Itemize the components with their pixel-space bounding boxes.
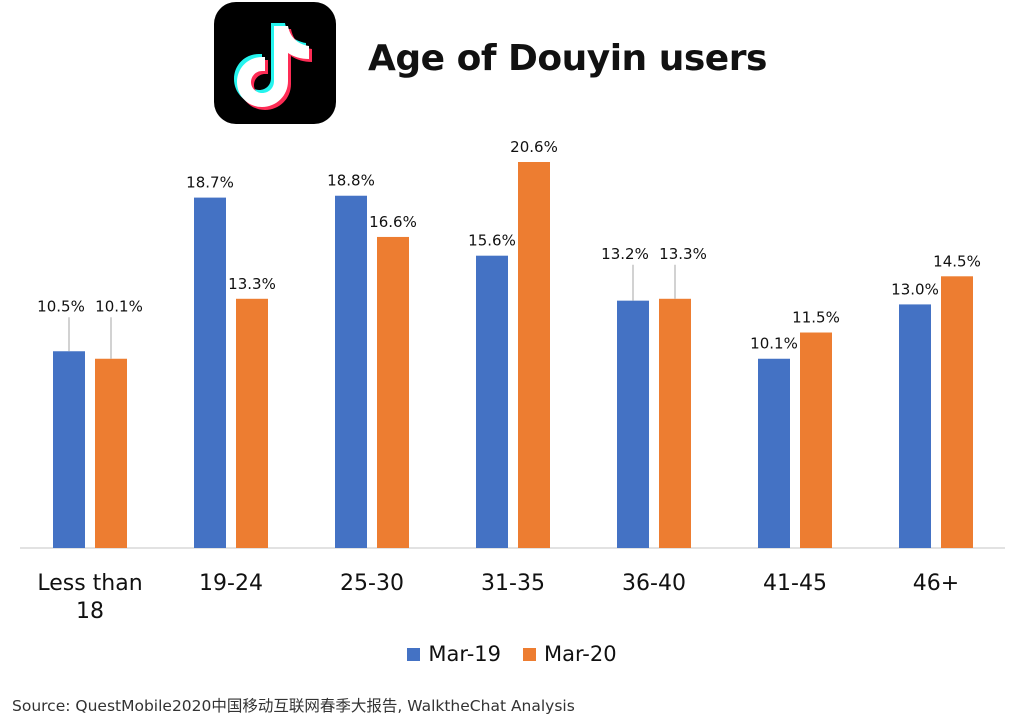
bar-mar20 bbox=[800, 332, 832, 548]
bar-mar19 bbox=[476, 255, 508, 548]
bar-mar20 bbox=[95, 358, 127, 548]
x-tick-label: Less than 18 bbox=[37, 571, 142, 624]
data-label-mar20: 11.5% bbox=[792, 309, 840, 327]
legend-swatch-mar19 bbox=[407, 647, 421, 661]
data-label-mar19: 10.5% bbox=[37, 297, 85, 315]
data-label-mar20: 13.3% bbox=[228, 275, 276, 293]
bar-chart: Less than 18 10.5% 10.1% 19-24 18.7% 13.3% 25-3… bbox=[20, 138, 1005, 624]
chart-legend: Mar-19 Mar-20 bbox=[0, 642, 1024, 666]
bar-mar19 bbox=[758, 358, 790, 548]
chart-title: Age of Douyin users bbox=[368, 38, 767, 79]
legend-label-mar20: Mar-20 bbox=[544, 642, 617, 666]
x-tick-label: 46+ bbox=[913, 571, 959, 596]
data-label-mar20: 14.5% bbox=[933, 252, 981, 270]
x-tick-label: 19-24 bbox=[199, 571, 263, 596]
bar-mar20 bbox=[941, 276, 973, 548]
data-label-mar19: 18.8% bbox=[327, 172, 375, 190]
legend-label-mar19: Mar-19 bbox=[428, 642, 501, 666]
legend-item-mar20: Mar-20 bbox=[523, 642, 617, 666]
data-label-mar19: 13.2% bbox=[601, 245, 649, 263]
data-label-mar19: 10.1% bbox=[750, 335, 798, 353]
legend-item-mar19: Mar-19 bbox=[407, 642, 501, 666]
bar-mar20 bbox=[236, 298, 268, 548]
tiktok-logo-icon bbox=[214, 2, 336, 124]
data-label-mar19: 18.7% bbox=[186, 174, 234, 192]
bar-mar20 bbox=[518, 162, 550, 548]
data-label-mar20: 13.3% bbox=[659, 245, 707, 263]
bar-mar19 bbox=[53, 351, 85, 548]
data-label-mar19: 13.0% bbox=[891, 280, 939, 298]
bar-mar19 bbox=[899, 304, 931, 548]
x-tick-label: 25-30 bbox=[340, 571, 404, 596]
data-label-mar20: 20.6% bbox=[510, 138, 558, 156]
x-tick-label: 31-35 bbox=[481, 571, 545, 596]
legend-swatch-mar20 bbox=[523, 647, 536, 661]
source-note: Source: QuestMobile2020中国移动互联网春季大报告, Wal… bbox=[12, 697, 575, 715]
tiktok-note-icon bbox=[234, 23, 312, 110]
data-label-mar20: 16.6% bbox=[369, 213, 417, 231]
data-label-mar19: 15.6% bbox=[468, 232, 516, 250]
x-tick-label: 36-40 bbox=[622, 571, 686, 596]
bar-mar19 bbox=[194, 197, 226, 549]
bar-mar19 bbox=[335, 195, 367, 548]
bar-mar20 bbox=[659, 298, 691, 548]
bar-mar19 bbox=[617, 300, 649, 548]
bar-mar20 bbox=[377, 236, 409, 548]
x-tick-label: 41-45 bbox=[763, 571, 827, 596]
data-label-mar20: 10.1% bbox=[95, 297, 143, 315]
